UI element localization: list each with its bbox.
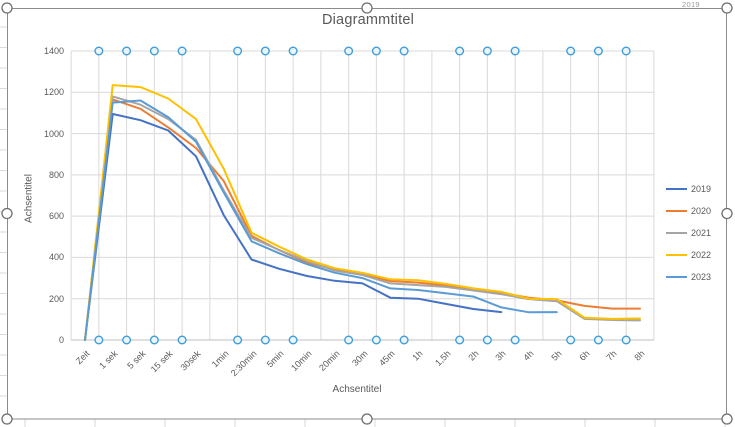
series-line-2020[interactable] (84, 98, 641, 341)
gridline-handle-icon[interactable] (371, 335, 381, 345)
legend-item-2022[interactable]: 2022 (666, 248, 711, 261)
gridline-handle-icon[interactable] (260, 335, 270, 345)
gridline-handle-icon[interactable] (122, 335, 132, 345)
gridline-handle-icon[interactable] (94, 46, 104, 56)
gridline-handle-icon[interactable] (455, 335, 465, 345)
gridline-handle-icon[interactable] (621, 46, 631, 56)
selection-handle-icon[interactable] (1, 413, 13, 425)
y-tick-label[interactable]: 1400 (43, 46, 64, 56)
plot-gridlines[interactable] (70, 50, 655, 341)
y-tick-label[interactable]: 800 (48, 169, 64, 180)
gridline-handle-icon[interactable] (566, 335, 576, 345)
selection-handle-icon[interactable] (1, 207, 13, 220)
legend-item-2019[interactable]: 2019 (666, 182, 711, 195)
legend-label: 2020 (691, 205, 712, 216)
legend-item-2023[interactable]: 2023 (666, 270, 711, 283)
legend-item-2021[interactable]: 2021 (666, 226, 711, 239)
gridline-handle-icon[interactable] (593, 46, 603, 56)
worksheet-cell-text: 2019 (682, 0, 700, 9)
gridline-handle-icon[interactable] (482, 335, 492, 345)
gridline-handle-icon[interactable] (94, 335, 104, 345)
gridline-handle-icon[interactable] (177, 335, 187, 345)
gridline-handle-icon[interactable] (149, 46, 159, 56)
selection-handle-icon[interactable] (721, 2, 733, 14)
gridline-handle-icon[interactable] (344, 335, 354, 345)
legend-item-2020[interactable]: 2020 (666, 204, 711, 217)
gridline-handle-icon[interactable] (455, 46, 465, 56)
selection-handle-icon[interactable] (1, 2, 13, 14)
gridline-handle-icon[interactable] (399, 46, 409, 56)
gridline-handle-icon[interactable] (288, 335, 298, 345)
series-line-2022[interactable] (84, 84, 641, 341)
legend-label: 2019 (691, 183, 712, 194)
selection-handle-icon[interactable] (361, 2, 373, 14)
gridline-handle-icon[interactable] (177, 46, 187, 56)
legend-label: 2023 (691, 271, 712, 282)
selection-handle-icon[interactable] (721, 207, 733, 220)
series-line-2021[interactable] (84, 95, 641, 341)
gridline-handle-icon[interactable] (593, 335, 603, 345)
y-tick-label[interactable]: 1200 (43, 87, 64, 98)
gridline-handle-icon[interactable] (260, 46, 270, 56)
chart-title[interactable]: Diagrammtitel (321, 12, 415, 28)
legend-label: 2022 (691, 249, 712, 260)
gridline-handle-icon[interactable] (371, 46, 381, 56)
gridline-handle-icon[interactable] (510, 335, 520, 345)
legend-label: 2021 (691, 227, 712, 238)
selection-handle-icon[interactable] (721, 413, 733, 425)
gridline-selection-handles[interactable] (94, 46, 631, 345)
gridline-handle-icon[interactable] (566, 46, 576, 56)
y-tick-label[interactable]: 600 (48, 211, 64, 222)
legend-line-icon (666, 231, 687, 234)
selection-handle-icon[interactable] (361, 413, 373, 425)
gridline-handle-icon[interactable] (288, 46, 298, 56)
gridline-handle-icon[interactable] (233, 46, 243, 56)
x-axis-title[interactable]: Achsentitel (332, 384, 382, 395)
y-tick-label[interactable]: 1000 (43, 128, 64, 139)
y-tick-label[interactable]: 400 (48, 252, 64, 263)
series-line-2019[interactable] (84, 113, 503, 341)
legend-line-icon (666, 209, 687, 212)
gridline-handle-icon[interactable] (399, 335, 409, 345)
y-tick-label[interactable]: 200 (48, 293, 64, 304)
legend[interactable]: 2019 2020 2021 2022 2023 (666, 182, 711, 283)
gridline-handle-icon[interactable] (344, 46, 354, 56)
gridline-handle-icon[interactable] (233, 335, 243, 345)
gridline-handle-icon[interactable] (122, 46, 132, 56)
gridline-handle-icon[interactable] (621, 335, 631, 345)
series-line-2023[interactable] (84, 99, 558, 341)
data-series[interactable] (84, 84, 641, 341)
gridline-handle-icon[interactable] (149, 335, 159, 345)
legend-line-icon (666, 253, 687, 256)
gridline-handle-icon[interactable] (510, 46, 520, 56)
legend-line-icon (666, 187, 687, 190)
y-tick-label[interactable]: 0 (58, 335, 64, 345)
gridline-handle-icon[interactable] (482, 46, 492, 56)
legend-line-icon (666, 275, 687, 278)
